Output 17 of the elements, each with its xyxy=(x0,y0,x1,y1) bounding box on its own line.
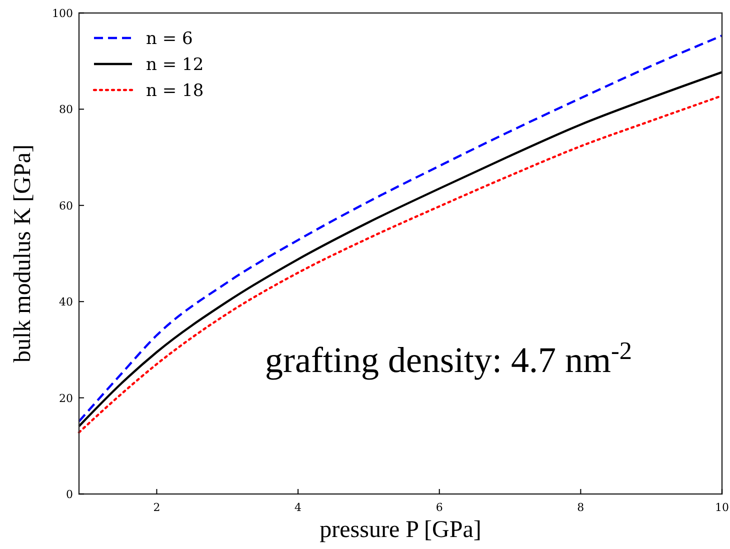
y-tick-label: 100 xyxy=(52,7,73,20)
y-tick-label: 40 xyxy=(59,296,73,309)
y-axis-title: bulk modulus K [GPa] xyxy=(10,144,36,362)
y-tick-label: 20 xyxy=(59,392,73,405)
x-tick-label: 6 xyxy=(436,501,443,514)
y-tick-label: 60 xyxy=(59,199,73,212)
legend-label: n = 12 xyxy=(146,55,204,75)
y-tick-label: 80 xyxy=(59,103,73,116)
x-tick-label: 8 xyxy=(577,501,584,514)
legend-label: n = 6 xyxy=(146,29,193,49)
y-tick-label: 0 xyxy=(66,488,73,501)
x-tick-label: 10 xyxy=(715,501,729,514)
x-tick-label: 2 xyxy=(153,501,160,514)
annotation: grafting density: 4.7 nm$^{-2}$ xyxy=(265,338,632,380)
x-axis-title: pressure P [GPa] xyxy=(320,517,482,543)
legend-label: n = 18 xyxy=(146,81,204,101)
x-tick-label: 4 xyxy=(294,501,302,514)
